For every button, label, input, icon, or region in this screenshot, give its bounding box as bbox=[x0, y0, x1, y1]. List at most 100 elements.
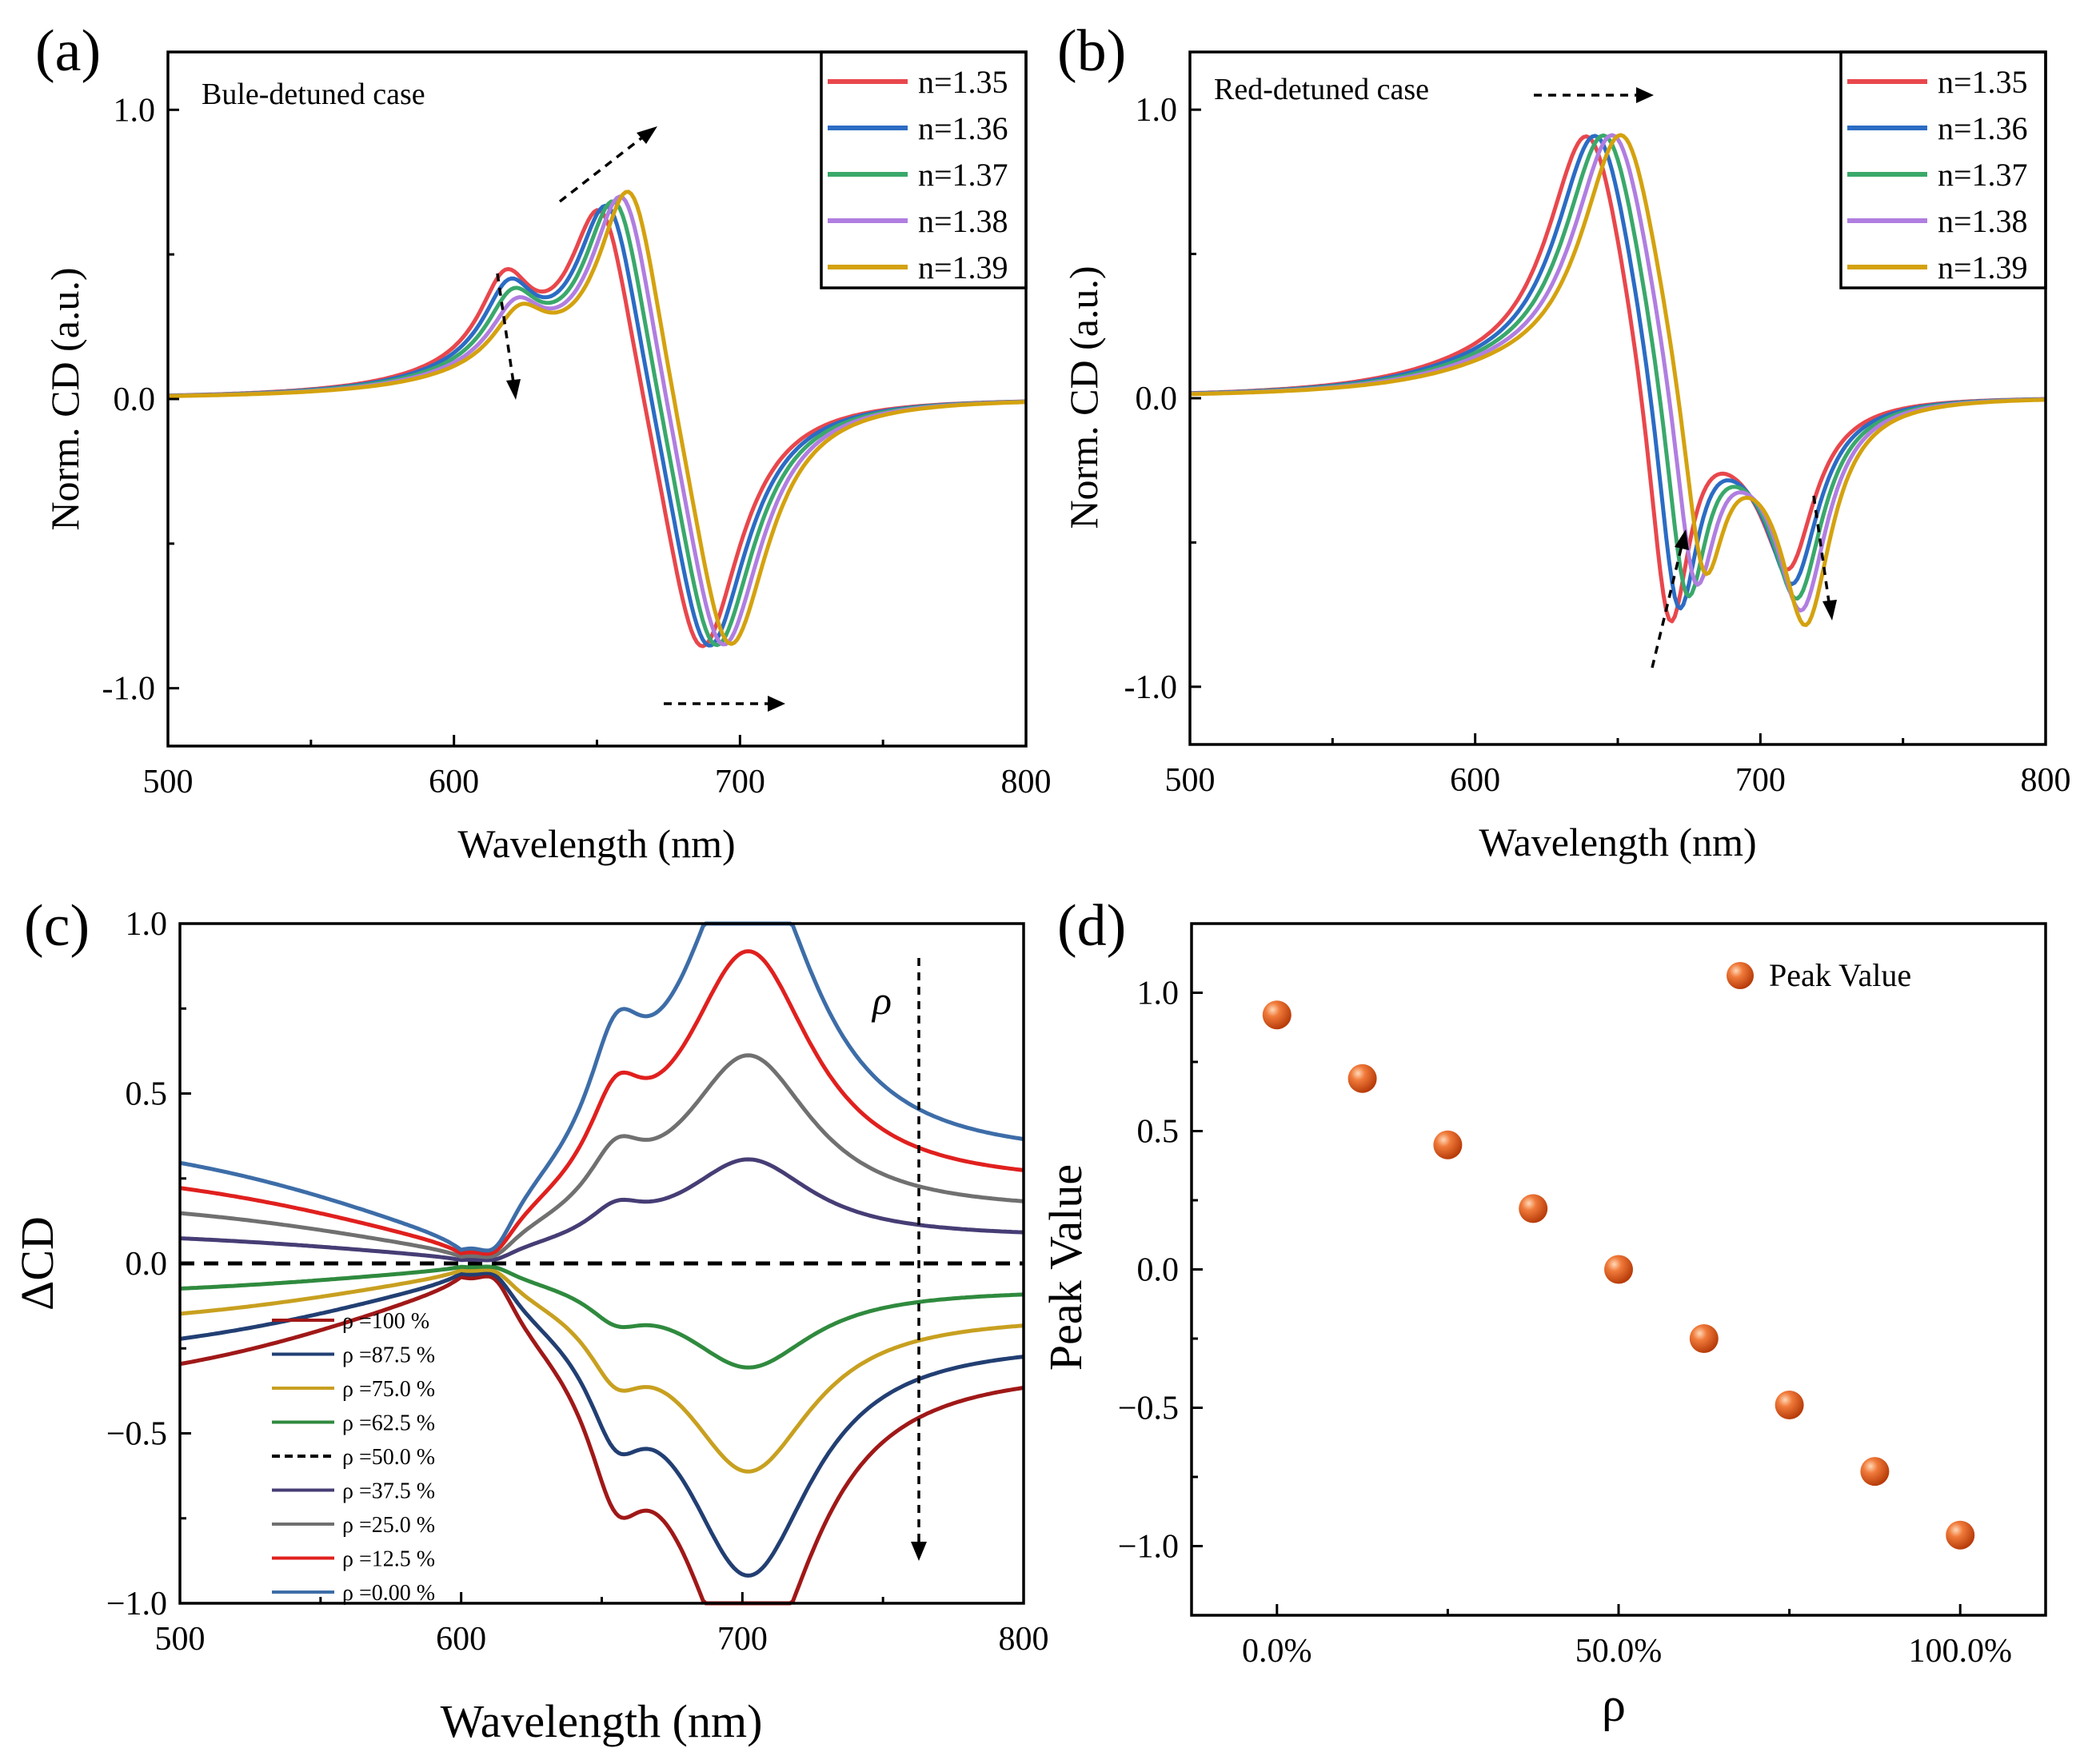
panel-d-x-axis-label: ρ bbox=[1602, 1678, 1626, 1731]
panel-a-legend-label: n=1.39 bbox=[918, 249, 1008, 285]
panel-c-legend-label: ρ =75.0 % bbox=[342, 1377, 435, 1402]
panel-a-y-axis-label: Norm. CD (a.u.) bbox=[42, 267, 87, 530]
panel-a-arrow-main-peak bbox=[558, 130, 651, 203]
panel-a-y-tick-label: 1.0 bbox=[114, 92, 156, 129]
panel-a-series-line bbox=[167, 203, 1027, 648]
panel-a-y-tick-label: 0.0 bbox=[114, 381, 156, 418]
panel-b-annotation: Red-detuned case bbox=[1214, 73, 1429, 106]
panel-d-data-point bbox=[1860, 1457, 1890, 1487]
panel-d-chart: 0.0% 50.0% 100.0% −1.0 −0.5 0.0 0.5 1.0 Peak Va… bbox=[1040, 922, 2047, 1731]
panel-a-frame bbox=[166, 50, 1028, 748]
panel-d-y-axis-label: Peak Value bbox=[1040, 1164, 1092, 1371]
panel-a-legend-box bbox=[820, 50, 1028, 289]
panel-d-data-point bbox=[1519, 1194, 1548, 1223]
panel-letter-b: (b) bbox=[1057, 18, 1126, 84]
panel-c-x-tick-label: 500 bbox=[155, 1621, 206, 1658]
panel-c-arrow bbox=[911, 958, 927, 1561]
panel-a-series-line bbox=[167, 190, 1027, 646]
panel-c-x-tick-label: 600 bbox=[436, 1621, 486, 1658]
panel-a-arrows bbox=[496, 126, 785, 712]
panel-c-y-tick-label: 1.0 bbox=[126, 906, 168, 943]
panel-c-legend: ρ =100 % ρ =87.5 % ρ =75.0 % ρ =62.5 % ρ =50… bbox=[272, 1309, 435, 1606]
panel-a-legend-label: n=1.36 bbox=[918, 110, 1008, 146]
panel-b-x-tick-label: 700 bbox=[1735, 762, 1786, 799]
panel-b-series-line bbox=[1189, 134, 2046, 624]
panel-a-legend-label: n=1.35 bbox=[918, 64, 1008, 100]
panel-b-arrowhead-dip2 bbox=[1823, 600, 1837, 621]
panel-d-points bbox=[1262, 1000, 1975, 1550]
panel-c-series-line bbox=[179, 921, 1024, 1253]
panel-a-ticks: 500 600 700 800 -1.0 0.0 1.0 bbox=[102, 92, 1052, 800]
panel-c-y-tick-label: 0.0 bbox=[126, 1246, 168, 1283]
panel-b-y-tick-label: 0.0 bbox=[1136, 381, 1178, 417]
panel-c-legend-label: ρ =62.5 % bbox=[342, 1411, 435, 1436]
panel-c-series-line bbox=[179, 949, 1024, 1256]
panel-b-legend-box bbox=[1839, 50, 2047, 289]
panel-c-series-line bbox=[179, 1274, 1024, 1606]
panel-a-arrow-small-peak bbox=[496, 273, 517, 394]
panel-b-arrowhead-peak bbox=[1636, 87, 1654, 103]
panel-c-series-line bbox=[179, 1157, 1024, 1263]
panel-c-x-tick-label: 700 bbox=[717, 1621, 768, 1658]
panel-b-legend: n=1.35 n=1.36 n=1.37 n=1.38 n=1.39 bbox=[1839, 50, 2047, 289]
panel-a-arrowhead-dip bbox=[768, 696, 785, 712]
panel-a-x-tick-label: 500 bbox=[143, 764, 194, 800]
panel-c-legend-label: ρ =100 % bbox=[342, 1309, 429, 1334]
panel-d-data-point bbox=[1946, 1520, 1975, 1550]
panel-d-x-tick-label: 0.0% bbox=[1242, 1633, 1312, 1670]
panel-c-curves bbox=[179, 921, 1024, 1606]
panel-a-x-tick-label: 700 bbox=[715, 764, 765, 800]
panel-b-legend-label: n=1.39 bbox=[1938, 249, 2028, 285]
panel-c-ticks: 500 600 700 800 −1.0 −0.5 0.0 0.5 1.0 bbox=[106, 906, 1049, 1658]
panel-d-ticks: 0.0% 50.0% 100.0% −1.0 −0.5 0.0 0.5 1.0 bbox=[1118, 976, 2012, 1670]
panel-d-data-point bbox=[1775, 1391, 1804, 1419]
panel-d-y-tick-label: 1.0 bbox=[1137, 976, 1180, 1012]
panel-d-y-tick-label: 0.0 bbox=[1137, 1252, 1180, 1289]
panel-a-curves bbox=[167, 190, 1027, 649]
panel-b-arrows bbox=[1534, 87, 1837, 668]
panel-b-chart: 500 600 700 800-1.00.01.0 Red-detuned case … bbox=[1061, 50, 2071, 864]
panel-d-data-point bbox=[1433, 1130, 1463, 1159]
panel-c-y-tick-label: 0.5 bbox=[126, 1076, 168, 1113]
panel-d-legend: Peak Value bbox=[1727, 957, 1911, 993]
panel-d-y-tick-label: −0.5 bbox=[1118, 1391, 1179, 1427]
panel-c-chart: 500 600 700 800 −1.0 −0.5 0.0 0.5 1.0 ρ Waveleng… bbox=[11, 906, 1049, 1747]
panel-b-arrow-dip1 bbox=[1651, 541, 1684, 668]
panel-b-series-line bbox=[1189, 133, 2046, 613]
panel-d-y-tick-label: 0.5 bbox=[1137, 1114, 1180, 1151]
panel-d-y-tick-label: −1.0 bbox=[1118, 1529, 1179, 1566]
panel-b-x-tick-label: 800 bbox=[2021, 762, 2071, 799]
panel-b-series-line bbox=[1189, 133, 2046, 628]
panel-b-y-axis-label: Norm. CD (a.u.) bbox=[1061, 265, 1106, 529]
panel-letter-d: (d) bbox=[1057, 893, 1126, 959]
panel-c-y-axis-label: ΔCD bbox=[11, 1216, 63, 1311]
panel-b-curves bbox=[1189, 133, 2046, 628]
panel-a-legend: n=1.35 n=1.36 n=1.37 n=1.38 n=1.39 bbox=[820, 50, 1028, 289]
panel-b-arrow-dip2 bbox=[1812, 495, 1831, 609]
panel-b-x-axis-label: Wavelength (nm) bbox=[1479, 820, 1756, 864]
panel-d-x-tick-label: 100.0% bbox=[1908, 1633, 2012, 1670]
panel-c-legend-label: ρ =25.0 % bbox=[342, 1513, 435, 1538]
panel-b-x-tick-label: 600 bbox=[1450, 762, 1500, 799]
panel-b-ticks: 500 600 700 800 -1.0 0.0 1.0 bbox=[1124, 92, 2071, 799]
panel-c-series-line bbox=[179, 1267, 1024, 1474]
panel-d-data-point bbox=[1689, 1324, 1719, 1353]
panel-a-legend-label: n=1.38 bbox=[918, 203, 1008, 239]
panel-a-x-tick-label: 800 bbox=[1001, 764, 1052, 800]
panel-c-rho-annotation: ρ bbox=[871, 978, 892, 1023]
panel-a-x-tick-label: 600 bbox=[429, 764, 479, 800]
panel-b-y-tick-label: -1.0 bbox=[1124, 669, 1178, 706]
panel-b-legend-label: n=1.37 bbox=[1938, 157, 2028, 193]
panel-c-x-axis-label: Wavelength (nm) bbox=[441, 1695, 763, 1747]
panel-d-legend-marker bbox=[1727, 962, 1754, 989]
panel-c-series-line bbox=[179, 1264, 1024, 1370]
panel-b-arrowhead-dip1 bbox=[1675, 529, 1689, 550]
panel-d-data-point bbox=[1262, 1000, 1292, 1030]
panel-a-y-tick-label: -1.0 bbox=[102, 671, 156, 708]
panel-d-legend-label: Peak Value bbox=[1769, 957, 1911, 993]
panel-b-legend-label: n=1.35 bbox=[1938, 64, 2028, 100]
panel-c-legend-label: ρ =0.00 % bbox=[342, 1581, 435, 1606]
panel-b-series-line bbox=[1189, 133, 2046, 601]
panel-b-legend-label: n=1.38 bbox=[1938, 203, 2028, 239]
